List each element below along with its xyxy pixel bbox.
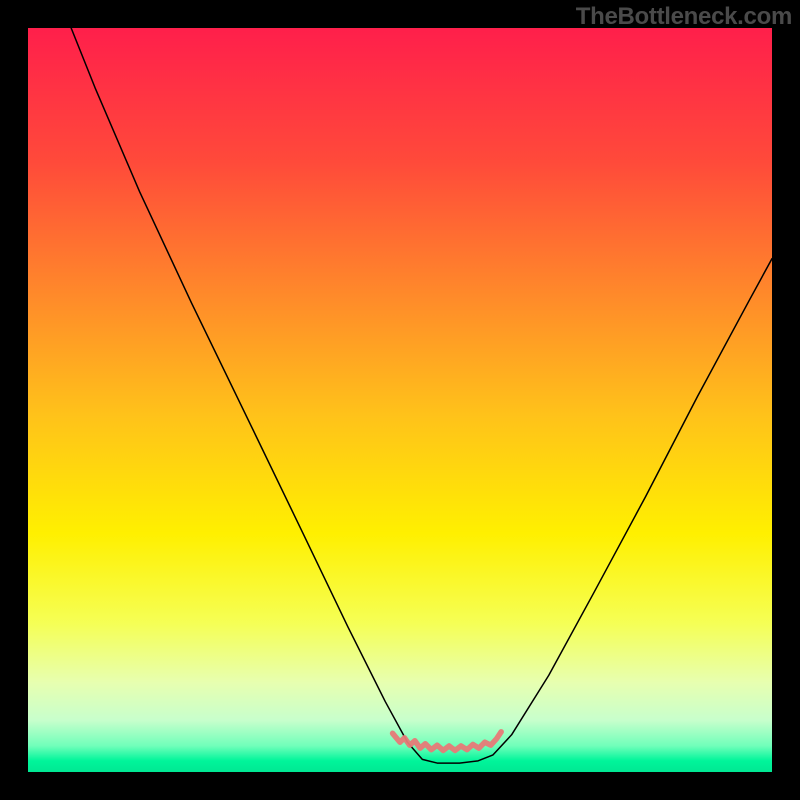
frame-border-bottom <box>0 772 800 800</box>
bottleneck-curve <box>71 28 772 763</box>
curve-layer <box>28 28 772 772</box>
watermark-text: TheBottleneck.com <box>576 3 792 31</box>
optimal-range-marker <box>393 732 502 751</box>
frame-border-right <box>772 0 800 800</box>
chart-frame: TheBottleneck.com <box>0 0 800 800</box>
plot-area <box>28 28 772 772</box>
frame-border-left <box>0 0 28 800</box>
